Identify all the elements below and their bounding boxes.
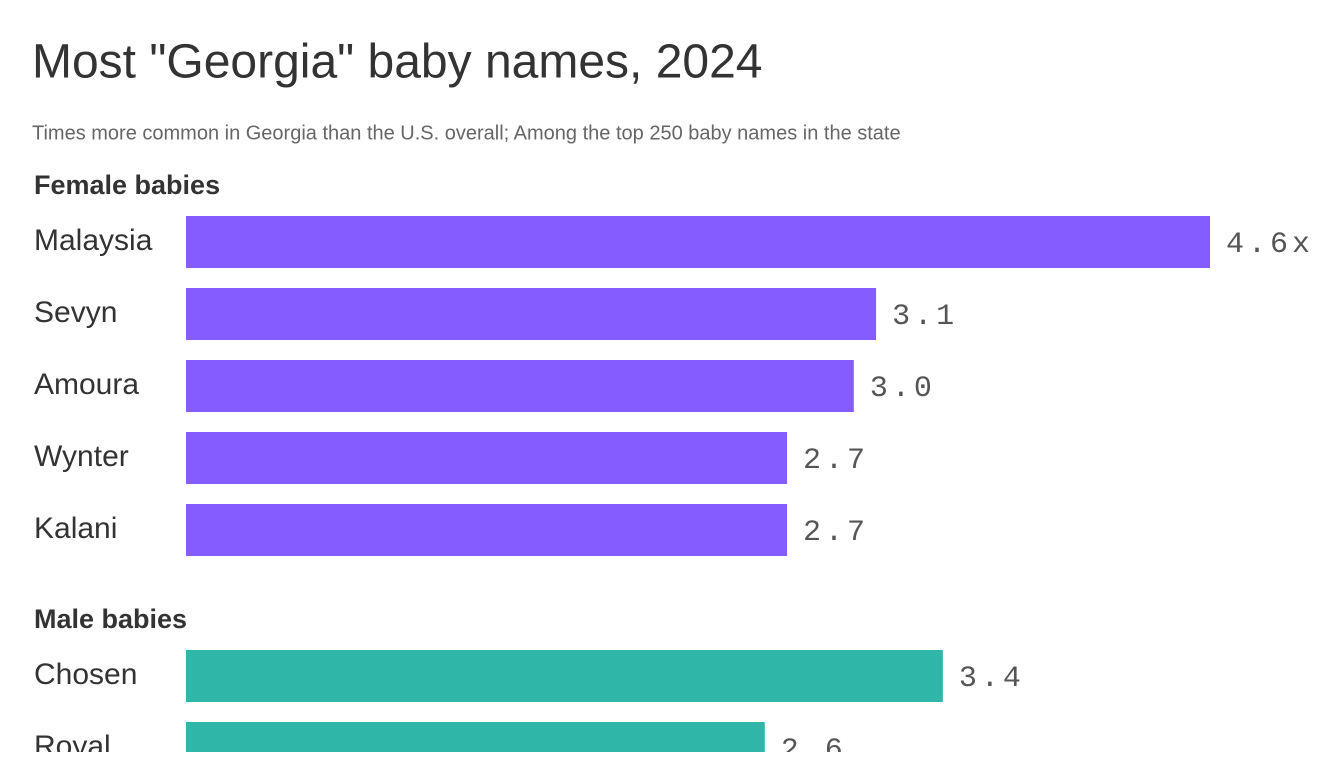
value-label: 2.7 [803, 444, 869, 478]
category-label: Chosen [34, 658, 137, 691]
chart: Most "Georgia" baby names, 2024 Times mo… [32, 36, 1314, 752]
value-label: 4.6x [1226, 228, 1314, 262]
chart-subtitle: Times more common in Georgia than the U.… [32, 122, 901, 144]
bar [186, 288, 877, 340]
category-label: Sevyn [34, 296, 117, 329]
value-label: 2.7 [803, 516, 869, 550]
bar [186, 504, 788, 556]
group-header: Female babies [34, 170, 220, 200]
category-label: Amoura [34, 368, 139, 401]
chart-title: Most "Georgia" baby names, 2024 [32, 36, 762, 89]
bar [186, 432, 788, 484]
category-label: Royal [34, 730, 111, 752]
bar [186, 650, 943, 702]
bar [186, 360, 854, 412]
value-label: 3.4 [959, 662, 1025, 696]
category-label: Kalani [34, 512, 117, 545]
category-label: Malaysia [34, 224, 153, 257]
value-label: 2.6 [781, 734, 847, 752]
value-label: 3.1 [892, 300, 958, 334]
category-label: Wynter [34, 440, 129, 473]
group-header: Male babies [34, 604, 187, 634]
bar [186, 722, 765, 752]
bar [186, 216, 1210, 268]
value-label: 3.0 [870, 372, 936, 406]
